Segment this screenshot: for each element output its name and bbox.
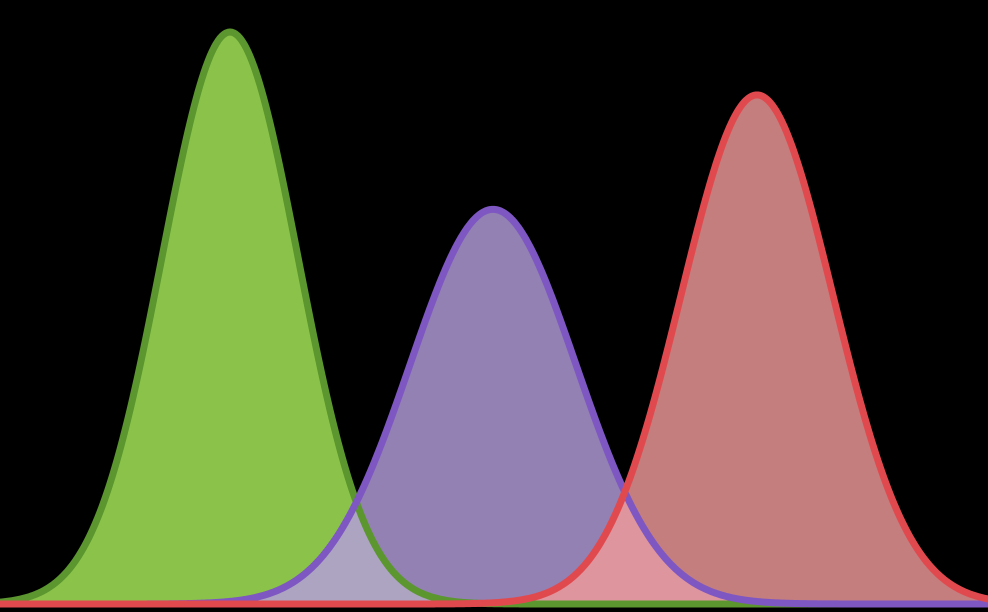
series-1-area — [0, 32, 988, 604]
series-2-area — [0, 209, 988, 604]
series-3-area — [0, 94, 988, 605]
series-layer — [0, 28, 988, 608]
series-3-line — [0, 91, 988, 608]
